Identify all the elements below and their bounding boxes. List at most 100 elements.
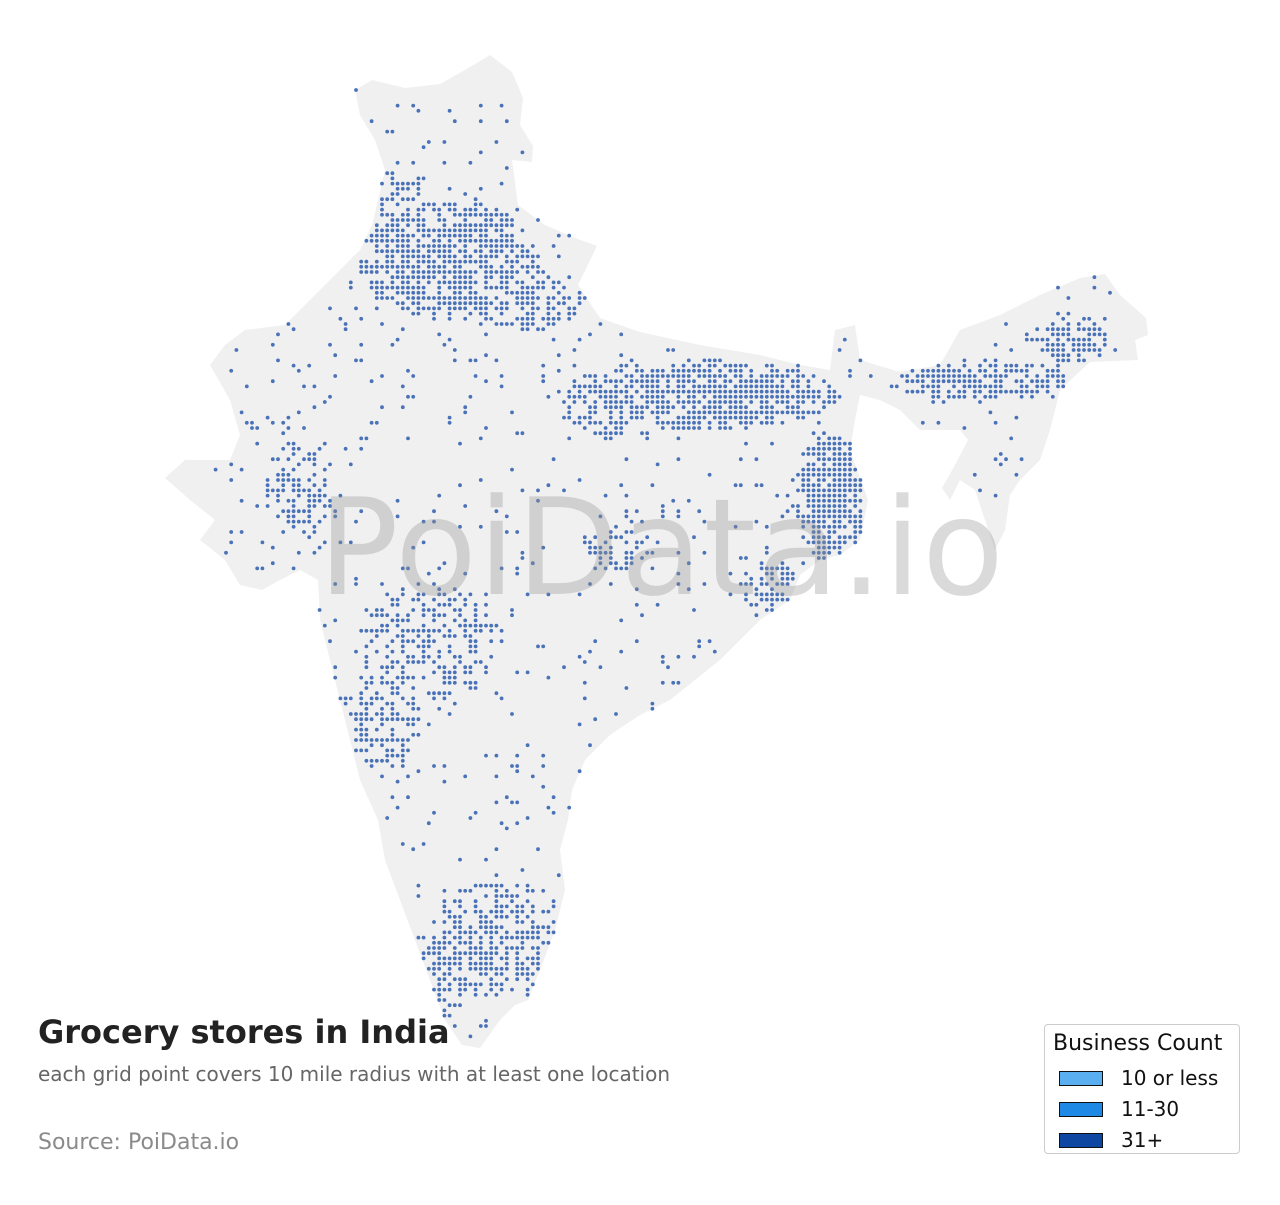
grid-point <box>421 275 426 280</box>
grid-point <box>359 270 364 274</box>
grid-point <box>686 587 691 592</box>
grid-point <box>478 244 483 248</box>
grid-point <box>276 332 280 337</box>
grid-point <box>998 452 1003 456</box>
grid-point <box>775 566 780 571</box>
grid-point <box>411 311 416 316</box>
grid-point <box>634 545 639 550</box>
grid-point <box>421 613 426 618</box>
grid-point <box>754 457 759 462</box>
grid-point <box>447 644 452 649</box>
grid-point <box>556 873 561 878</box>
grid-point <box>359 727 364 732</box>
grid-point <box>770 415 774 420</box>
grid-point <box>770 374 774 378</box>
grid-point <box>530 925 535 930</box>
grid-point <box>650 374 655 378</box>
grid-point <box>920 420 925 425</box>
grid-point <box>463 670 468 675</box>
grid-point <box>754 415 759 420</box>
grid-point <box>738 405 743 410</box>
grid-point <box>744 441 748 446</box>
grid-point <box>993 379 998 384</box>
grid-point <box>780 384 785 389</box>
grid-point <box>468 686 473 690</box>
grid-point <box>458 966 462 971</box>
grid-point <box>676 509 681 514</box>
grid-point <box>588 743 592 748</box>
grid-point <box>380 675 384 680</box>
grid-point <box>473 961 478 966</box>
grid-point <box>1092 342 1097 347</box>
grid-point <box>536 498 540 503</box>
grid-point <box>395 738 400 742</box>
grid-point <box>957 374 962 378</box>
grid-point <box>504 930 509 935</box>
grid-point <box>608 561 613 566</box>
grid-point <box>270 561 275 566</box>
grid-point <box>484 920 488 924</box>
grid-point <box>926 384 930 389</box>
grid-point <box>515 254 520 259</box>
grid-point <box>406 722 410 727</box>
grid-point <box>562 285 566 290</box>
grid-point <box>452 348 457 352</box>
grid-point <box>442 233 447 238</box>
grid-point <box>1019 379 1024 384</box>
grid-point <box>447 914 452 919</box>
grid-point <box>400 275 405 280</box>
grid-point <box>541 280 546 285</box>
grid-point <box>494 888 499 893</box>
grid-point <box>432 264 436 269</box>
grid-point <box>369 379 374 384</box>
grid-point <box>385 816 390 820</box>
grid-point <box>1061 327 1066 332</box>
grid-point <box>790 379 795 384</box>
grid-point <box>1076 337 1081 342</box>
grid-point <box>520 972 525 976</box>
grid-point <box>421 259 426 264</box>
grid-point <box>530 961 535 966</box>
grid-point <box>536 264 540 269</box>
grid-point <box>463 634 468 638</box>
grid-point <box>614 368 618 373</box>
grid-point <box>411 301 416 306</box>
grid-point <box>796 384 800 389</box>
grid-point <box>463 597 468 602</box>
grid-point <box>406 618 410 623</box>
grid-point <box>525 966 530 971</box>
grid-point <box>442 634 447 638</box>
grid-point <box>931 389 936 394</box>
grid-point <box>234 348 239 352</box>
grid-point <box>811 488 816 493</box>
grid-point <box>359 628 364 633</box>
grid-point <box>666 420 670 425</box>
grid-point <box>390 212 395 217</box>
grid-point <box>463 930 468 935</box>
grid-point <box>582 426 587 430</box>
grid-point <box>577 654 582 659</box>
grid-point <box>354 519 358 524</box>
grid-point <box>551 899 556 904</box>
grid-point <box>785 582 790 586</box>
grid-point <box>374 228 379 233</box>
grid-point <box>458 857 462 862</box>
grid-point <box>265 483 270 488</box>
grid-point <box>286 457 291 462</box>
grid-point <box>801 483 806 488</box>
grid-point <box>993 342 998 347</box>
grid-point <box>1071 342 1076 347</box>
grid-point <box>962 363 967 368</box>
grid-point <box>671 348 676 352</box>
grid-point <box>447 186 452 191</box>
grid-point <box>811 394 816 399</box>
grid-point <box>442 920 447 924</box>
grid-point <box>411 722 416 727</box>
grid-point <box>499 249 504 254</box>
grid-point <box>504 961 509 966</box>
grid-point <box>785 576 790 581</box>
grid-point <box>577 389 582 394</box>
grid-point <box>806 483 811 488</box>
grid-point <box>328 498 332 503</box>
grid-point <box>681 379 686 384</box>
